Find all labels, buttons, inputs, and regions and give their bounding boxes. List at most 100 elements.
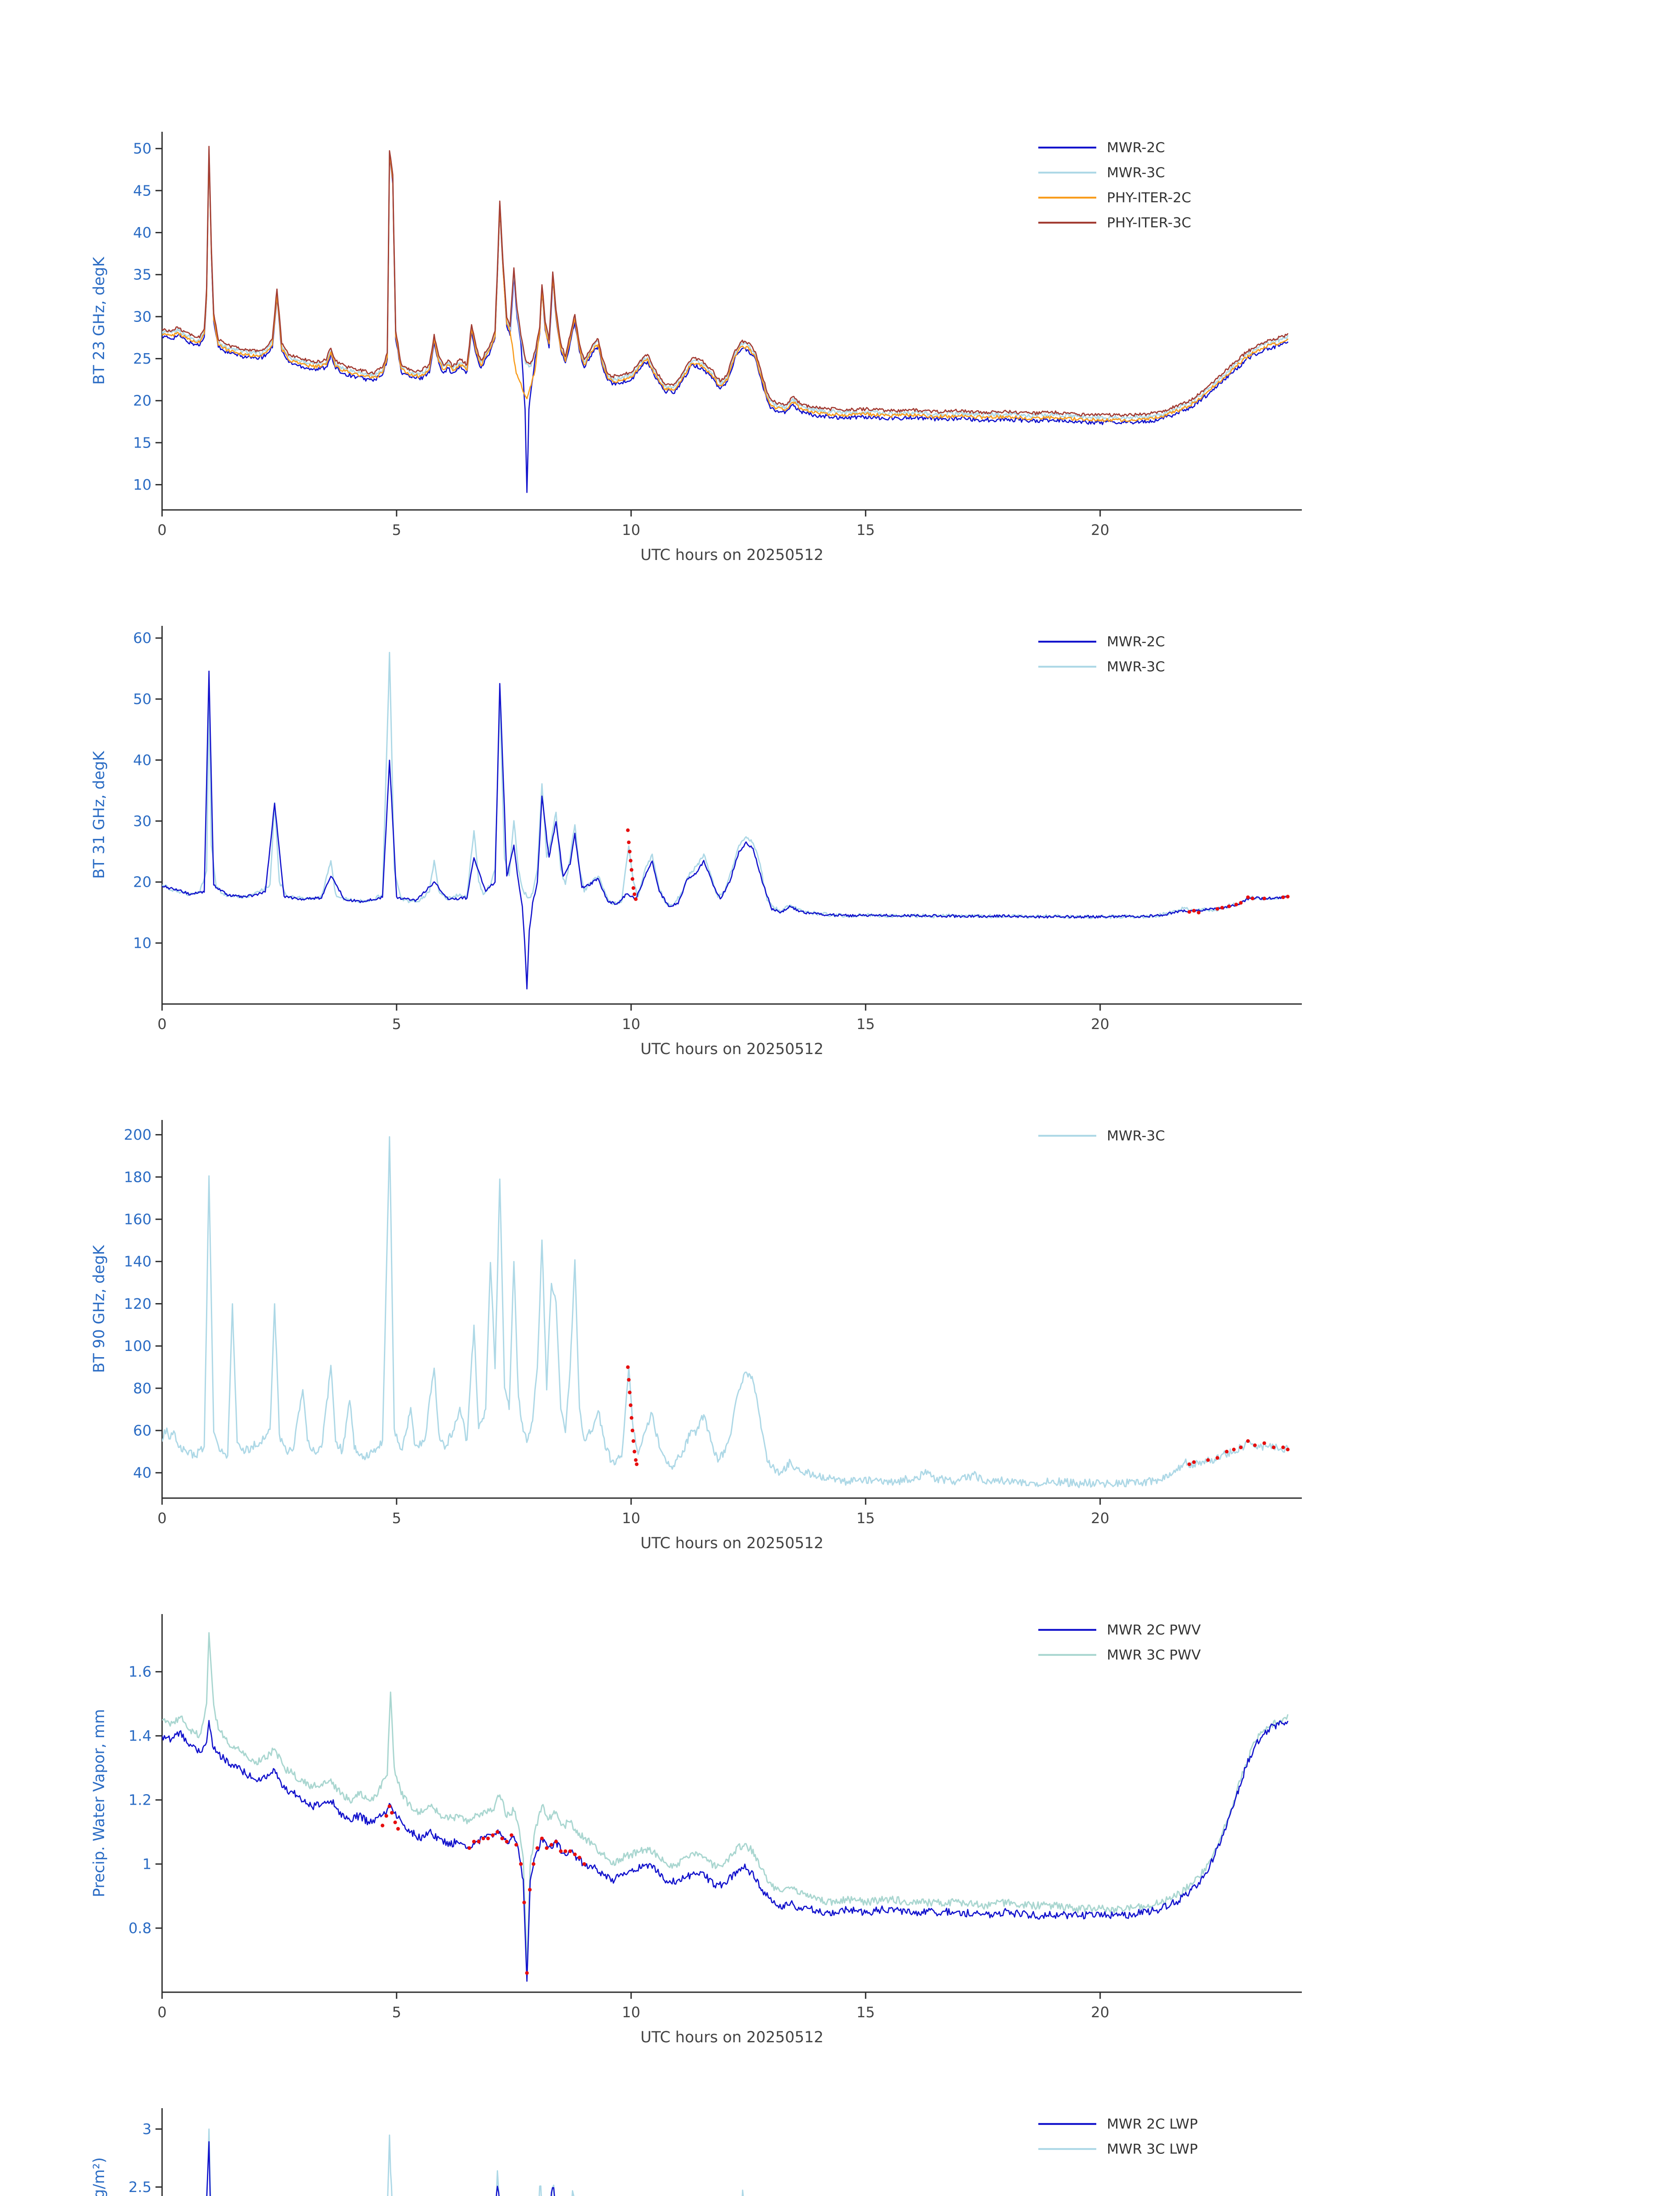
y-tick-label: 20	[133, 392, 152, 409]
y-axis-label: BT 31 GHz, degK	[90, 751, 108, 879]
y-axis: 10 15 20 25 30 35 40 45 50 BT 23 GHz, degK	[90, 140, 162, 493]
x-tick-label: 0	[158, 521, 167, 538]
x-tick-label: 10	[622, 1015, 640, 1033]
legend-item-label: PHY-ITER-3C	[1107, 215, 1191, 231]
y-axis: 00.511.522.53log10 Liquid Water Path, lo…	[90, 2120, 162, 2196]
series-group	[162, 145, 1289, 493]
chart-bt31-block: 0 5 10 15 20 UTC hours on 20250512 10 20 30 40 50 6…	[0, 586, 1680, 1080]
flagged-points	[626, 828, 1290, 914]
series-MWR-3C	[162, 1136, 1289, 1488]
legend-item-label: MWR 3C PWV	[1107, 1647, 1201, 1663]
y-tick-label: 1.6	[129, 1663, 152, 1680]
chart-pwv: 0 5 10 15 20 UTC hours on 20250512 0.8 1 1.2 1.4 1…	[0, 1575, 1680, 2074]
x-tick-label: 0	[158, 2004, 167, 2021]
y-tick-label: 15	[133, 434, 152, 451]
chart-bt23-block: 0 5 10 15 20 UTC hours on 20250512 10 15 20 25 30 3…	[0, 92, 1680, 586]
y-tick-label: 10	[133, 476, 152, 493]
legend: MWR-2C MWR-3C PHY-ITER-2C PHY-ITER-3C	[1038, 140, 1191, 231]
x-tick-label: 15	[856, 2004, 875, 2021]
x-tick-label: 15	[856, 1015, 875, 1033]
y-tick-label: 200	[124, 1126, 152, 1143]
axes-spines	[161, 2108, 163, 2196]
y-tick-label: 40	[133, 224, 152, 241]
y-tick-label: 140	[124, 1253, 152, 1270]
y-axis-label: log10 Liquid Water Path, log10(g/m²)	[90, 2157, 108, 2196]
y-tick-label: 10	[133, 935, 152, 952]
x-axis-label: UTC hours on 20250512	[640, 1535, 824, 1552]
y-tick-label: 80	[133, 1380, 152, 1397]
y-tick-label: 20	[133, 874, 152, 891]
y-tick-label: 180	[124, 1168, 152, 1185]
y-tick-label: 40	[133, 751, 152, 769]
series-MWR-3C	[162, 148, 1289, 420]
x-tick-label: 10	[622, 1510, 640, 1527]
y-tick-label: 45	[133, 182, 152, 199]
legend: MWR-3C	[1038, 1128, 1165, 1144]
series-MWR-2C	[162, 154, 1289, 493]
legend: MWR 2C PWV MWR 3C PWV	[1038, 1622, 1201, 1663]
chart-pwv-svg: 0 5 10 15 20 UTC hours on 20250512 0.8 1 1.2 1.4 1…	[90, 1614, 1302, 2046]
y-tick-label: 0.8	[129, 1919, 152, 1936]
y-tick-label: 50	[133, 140, 152, 157]
y-tick-label: 30	[133, 308, 152, 325]
legend-item-label: MWR 2C PWV	[1107, 1622, 1201, 1638]
chart-bt90-block: 0 5 10 15 20 UTC hours on 20250512 40 60 80 100 12…	[0, 1080, 1680, 1575]
chart-bt90-svg: 0 5 10 15 20 UTC hours on 20250512 40 60 80 100 12…	[90, 1120, 1302, 1552]
y-axis-label: BT 23 GHz, degK	[90, 256, 108, 385]
flagged-points	[626, 1365, 1290, 1466]
y-tick-label: 3	[142, 2120, 152, 2138]
series-group	[206, 2128, 744, 2196]
y-tick-label: 160	[124, 1210, 152, 1228]
y-axis-label: Precip. Water Vapor, mm	[90, 1709, 108, 1897]
legend: MWR 2C LWP MWR 3C LWP	[1038, 2117, 1198, 2157]
y-axis: 10 20 30 40 50 60 BT 31 GHz, degK	[90, 629, 162, 952]
legend-item-label: MWR-3C	[1107, 165, 1165, 181]
y-tick-label: 1.4	[129, 1727, 152, 1745]
x-tick-label: 5	[392, 2004, 401, 2021]
y-tick-label: 120	[124, 1295, 152, 1312]
x-tick-label: 10	[622, 521, 640, 538]
x-tick-label: 5	[392, 521, 401, 538]
legend-item-label: MWR-2C	[1107, 140, 1165, 156]
chart-bt90: 0 5 10 15 20 UTC hours on 20250512 40 60 80 100 12…	[0, 1080, 1680, 1580]
y-tick-label: 100	[124, 1337, 152, 1354]
y-tick-label: 40	[133, 1464, 152, 1481]
x-tick-label: 15	[856, 1510, 875, 1527]
x-tick-label: 20	[1091, 521, 1109, 538]
x-axis: 0 5 10 15 20 UTC hours on 20250512	[158, 510, 1109, 564]
y-tick-label: 30	[133, 813, 152, 830]
x-axis-label: UTC hours on 20250512	[640, 2029, 824, 2046]
legend: MWR-2C MWR-3C	[1038, 634, 1165, 675]
series-MWR-3C	[162, 652, 1289, 920]
series-group	[162, 1136, 1290, 1488]
legend-item-label: MWR 3C LWP	[1107, 2142, 1198, 2157]
series-group	[162, 1632, 1289, 1982]
x-tick-label: 10	[622, 2004, 640, 2021]
x-tick-label: 0	[158, 1510, 167, 1527]
x-tick-label: 20	[1091, 1015, 1109, 1033]
legend-item-label: MWR-3C	[1107, 1128, 1165, 1144]
x-tick-label: 5	[392, 1015, 401, 1033]
x-axis: 0 5 10 15 20 UTC hours on 20250512	[158, 1992, 1109, 2046]
x-tick-label: 15	[856, 521, 875, 538]
y-tick-label: 1	[142, 1856, 152, 1873]
axes-spines	[161, 132, 1302, 511]
legend-item-label: MWR-2C	[1107, 634, 1165, 650]
y-tick-label: 60	[133, 1422, 152, 1439]
chart-pwv-block: 0 5 10 15 20 UTC hours on 20250512 0.8 1 1.2 1.4 1…	[0, 1575, 1680, 2069]
series-MWR-2C-PWV	[162, 1720, 1289, 1982]
x-axis: 0 5 10 15 20 UTC hours on 20250512	[158, 1498, 1109, 1552]
legend-item-label: MWR-3C	[1107, 659, 1165, 675]
y-tick-label: 60	[133, 629, 152, 647]
axes-spines	[161, 626, 1302, 1005]
y-axis: 0.8 1 1.2 1.4 1.6 Precip. Water Vapor, mm	[90, 1663, 162, 1936]
axes-spines	[161, 1120, 1302, 1499]
chart-bt31: 0 5 10 15 20 UTC hours on 20250512 10 20 30 40 50 6…	[0, 586, 1680, 1086]
legend-item-label: PHY-ITER-2C	[1107, 190, 1191, 206]
y-tick-label: 1.2	[129, 1791, 152, 1809]
